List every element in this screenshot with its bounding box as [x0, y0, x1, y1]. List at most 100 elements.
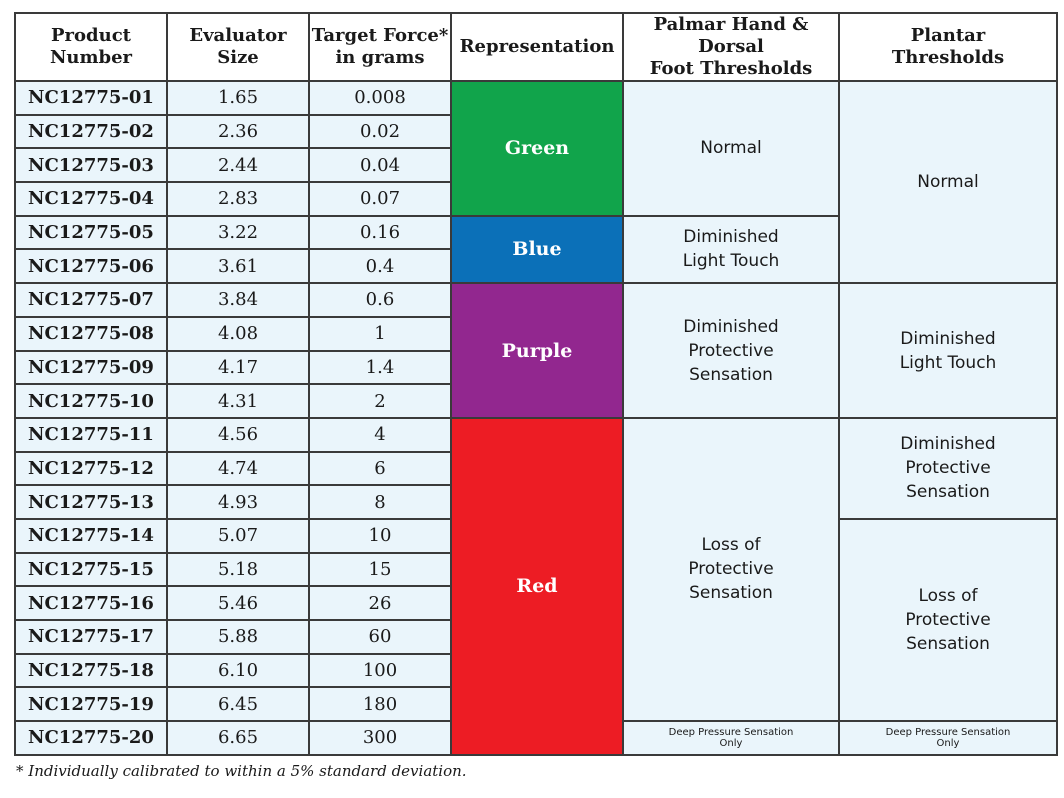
target-force-cell: 6	[308, 450, 452, 487]
table-row: NC12775-14 5.07 10 Loss of Protective Sensa…	[14, 517, 1058, 723]
table-row: NC12775-13 4.93 8	[14, 484, 1057, 520]
product-number-cell: NC12775-08	[14, 315, 168, 352]
target-force-cell: 60	[308, 619, 452, 655]
product-number-cell: NC12775-20	[14, 720, 168, 756]
target-force-cell: 8	[308, 484, 452, 520]
evaluator-size-cell: 4.93	[166, 484, 310, 520]
representation-cell-purple: Purple	[450, 282, 624, 419]
table-row: NC12775-17 5.88 60	[14, 619, 1057, 655]
target-force-cell: 1	[308, 315, 452, 352]
table-row: NC12775-04 2.83 0.07	[14, 181, 1057, 217]
product-number-cell: NC12775-15	[14, 551, 168, 588]
representation-cell-red: Red	[450, 416, 624, 756]
evaluator-size-cell: 6.10	[166, 652, 310, 689]
header-row: Product Number Evaluator Size Target For…	[14, 12, 1058, 82]
product-number-cell: NC12775-02	[14, 113, 168, 150]
evaluator-size-cell: 3.22	[166, 214, 310, 251]
evaluator-size-cell: 6.45	[166, 686, 310, 723]
evaluator-size-cell: 1.65	[166, 80, 310, 116]
table-row: NC12775-02 2.36 0.02	[14, 113, 1057, 150]
product-number-cell: NC12775-18	[14, 652, 168, 689]
evaluator-size-cell: 4.08	[166, 315, 310, 352]
palmar-threshold-cell: Diminished Protective Sensation	[622, 282, 840, 419]
table-row: NC12775-09 4.17 1.4	[14, 349, 1057, 386]
palmar-threshold-cell: Deep Pressure Sensation Only	[622, 720, 840, 756]
product-number-cell: NC12775-05	[14, 214, 168, 251]
product-number-cell: NC12775-16	[14, 585, 168, 621]
evaluator-size-cell: 2.83	[166, 181, 310, 217]
product-number-cell: NC12775-19	[14, 686, 168, 723]
header-representation: Representation	[450, 12, 624, 82]
evaluator-size-cell: 4.74	[166, 450, 310, 487]
evaluator-size-cell: 4.31	[166, 383, 310, 419]
target-force-cell: 100	[308, 652, 452, 689]
table-row: NC12775-06 3.61 0.4	[14, 248, 1057, 285]
plantar-threshold-cell: Normal	[838, 79, 1058, 285]
target-force-cell: 0.07	[308, 181, 452, 217]
target-force-cell: 15	[308, 551, 452, 588]
plantar-threshold-cell: Deep Pressure Sensation Only	[838, 720, 1058, 756]
target-force-cell: 4	[308, 416, 452, 453]
product-number-cell: NC12775-07	[14, 282, 168, 318]
header-product-number: Product Number	[14, 12, 168, 82]
product-number-cell: NC12775-01	[14, 80, 168, 116]
header-plantar-thresholds: Plantar Thresholds	[838, 12, 1058, 82]
target-force-cell: 1.4	[308, 349, 452, 386]
table-row: NC12775-07 3.84 0.6 Purple Diminished Protec…	[14, 282, 1058, 419]
evaluator-size-cell: 3.61	[166, 248, 310, 285]
palmar-threshold-cell: Loss of Protective Sensation	[622, 416, 840, 723]
representation-cell-green: Green	[450, 80, 624, 217]
table-row: NC12775-05 3.22 0.16 Blue Diminished Light T…	[14, 214, 1057, 285]
evaluator-size-cell: 5.88	[166, 619, 310, 655]
product-number-cell: NC12775-13	[14, 484, 168, 520]
target-force-cell: 0.16	[308, 214, 452, 251]
table-row: NC12775-18 6.10 100	[14, 652, 1057, 689]
evaluator-size-cell: 3.84	[166, 282, 310, 318]
product-number-cell: NC12775-17	[14, 619, 168, 655]
table-row: NC12775-12 4.74 6	[14, 450, 1057, 487]
product-number-cell: NC12775-03	[14, 147, 168, 184]
evaluator-size-cell: 4.17	[166, 349, 310, 386]
evaluator-size-cell: 4.56	[166, 416, 310, 453]
product-number-cell: NC12775-12	[14, 450, 168, 487]
target-force-cell: 0.4	[308, 248, 452, 285]
table-row: NC12775-01 1.65 0.008 Green Normal Normal	[14, 79, 1058, 285]
table-row: NC12775-20 6.65 300 Deep Pressure Sensation…	[14, 720, 1058, 756]
footnote: * Individually calibrated to within a 5%…	[16, 762, 467, 780]
table-row: NC12775-10 4.31 2	[14, 383, 1057, 419]
product-number-cell: NC12775-04	[14, 181, 168, 217]
product-number-cell: NC12775-06	[14, 248, 168, 285]
target-force-cell: 0.6	[308, 282, 452, 318]
table-row: NC12775-19 6.45 180	[14, 686, 1057, 723]
target-force-cell: 2	[308, 383, 452, 419]
evaluator-size-cell: 5.18	[166, 551, 310, 588]
table-row: NC12775-08 4.08 1	[14, 315, 1057, 352]
header-target-force: Target Force* in grams	[308, 12, 452, 82]
target-force-cell: 10	[308, 517, 452, 554]
target-force-cell: 26	[308, 585, 452, 621]
evaluator-size-cell: 5.07	[166, 517, 310, 554]
palmar-threshold-cell: Diminished Light Touch	[622, 214, 840, 285]
plantar-threshold-cell: Diminished Light Touch	[838, 282, 1058, 419]
table-row: NC12775-03 2.44 0.04	[14, 147, 1057, 184]
monofilament-table: Product Number Evaluator Size Target For…	[14, 12, 1058, 756]
plantar-threshold-cell: Loss of Protective Sensation	[838, 517, 1058, 723]
evaluator-size-cell: 2.36	[166, 113, 310, 150]
product-number-cell: NC12775-14	[14, 517, 168, 554]
header-evaluator-size: Evaluator Size	[166, 12, 310, 82]
table-row: NC12775-15 5.18 15	[14, 551, 1057, 588]
evaluator-size-cell: 5.46	[166, 585, 310, 621]
target-force-cell: 180	[308, 686, 452, 723]
header-palmar-thresholds: Palmar Hand & Dorsal Foot Thresholds	[622, 12, 840, 82]
target-force-cell: 0.04	[308, 147, 452, 184]
evaluator-size-cell: 6.65	[166, 720, 310, 756]
representation-cell-blue: Blue	[450, 214, 624, 285]
target-force-cell: 0.008	[308, 80, 452, 116]
evaluator-size-cell: 2.44	[166, 147, 310, 184]
target-force-cell: 0.02	[308, 113, 452, 150]
table-row: NC12775-16 5.46 26	[14, 585, 1057, 621]
target-force-cell: 300	[308, 720, 452, 756]
product-number-cell: NC12775-11	[14, 416, 168, 453]
product-number-cell: NC12775-10	[14, 383, 168, 419]
palmar-threshold-cell: Normal	[622, 80, 840, 217]
